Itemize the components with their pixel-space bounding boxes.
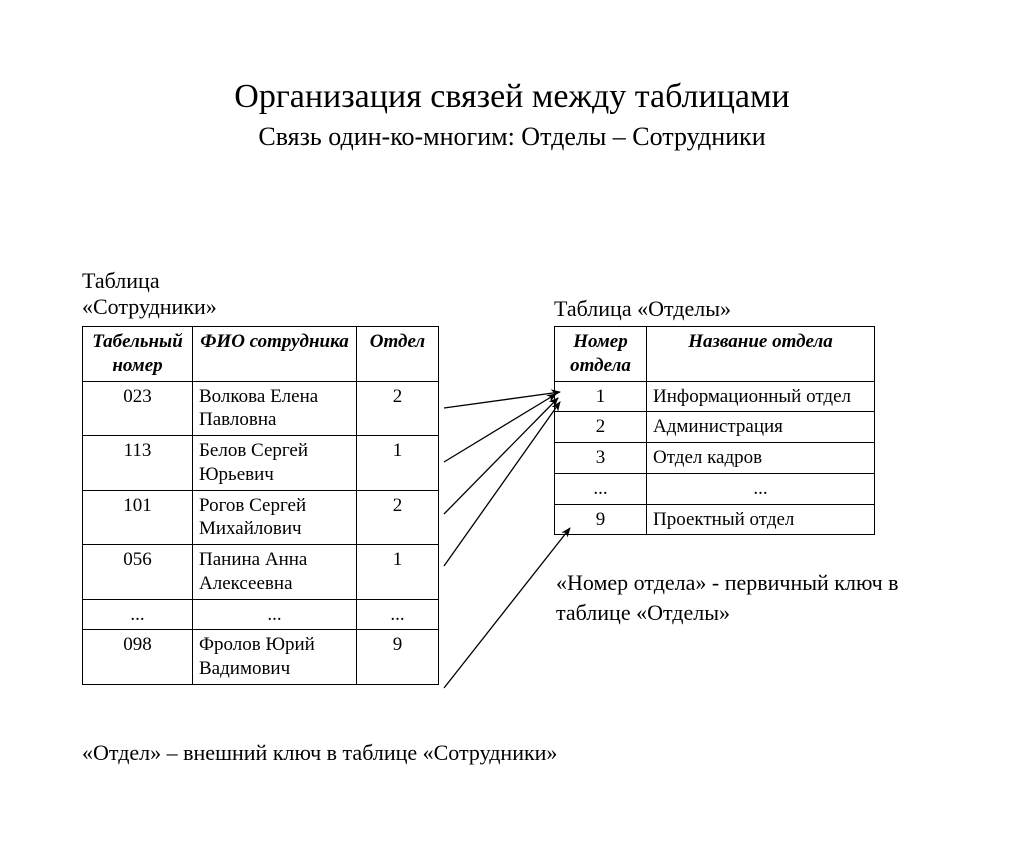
note-primary-key: «Номер отдела» - первичный ключ в таблиц… xyxy=(556,568,936,627)
col-header: Номер отдела xyxy=(555,327,647,382)
table-cell: Отдел кадров xyxy=(647,443,875,474)
table-cell: 9 xyxy=(555,504,647,535)
relationship-arrow xyxy=(444,398,558,514)
table-header-row: Табельный номер ФИО сотрудника Отдел xyxy=(83,327,439,382)
table-row: ...... xyxy=(555,473,875,504)
table-cell: 3 xyxy=(555,443,647,474)
table-row: ......... xyxy=(83,599,439,630)
table-cell: 1 xyxy=(357,545,439,600)
table-row: 113Белов Сергей Юрьевич1 xyxy=(83,436,439,491)
relationship-arrow xyxy=(444,392,560,408)
table-cell: 9 xyxy=(357,630,439,685)
table-row: 101Рогов Сергей Михайлович2 xyxy=(83,490,439,545)
col-header: Отдел xyxy=(357,327,439,382)
table-cell: Проектный отдел xyxy=(647,504,875,535)
departments-tbody: 1Информационный отдел2Администрация3Отде… xyxy=(555,381,875,535)
table-row: 3Отдел кадров xyxy=(555,443,875,474)
arrow-lines xyxy=(444,392,570,688)
table-row: 056Панина Анна Алексеевна1 xyxy=(83,545,439,600)
table-cell: ... xyxy=(647,473,875,504)
table-row: 098Фролов Юрий Вадимович9 xyxy=(83,630,439,685)
table-row: 9Проектный отдел xyxy=(555,504,875,535)
table-cell: Информационный отдел xyxy=(647,381,875,412)
employees-tbody: 023Волкова Елена Павловна2113Белов Серге… xyxy=(83,381,439,684)
table-cell: Панина Анна Алексеевна xyxy=(193,545,357,600)
relationship-arrow xyxy=(444,394,556,462)
employees-table: Табельный номер ФИО сотрудника Отдел 023… xyxy=(82,326,439,685)
col-header: Табельный номер xyxy=(83,327,193,382)
table-cell: Фролов Юрий Вадимович xyxy=(193,630,357,685)
table-cell: 101 xyxy=(83,490,193,545)
table-cell: 1 xyxy=(555,381,647,412)
table-row: 2Администрация xyxy=(555,412,875,443)
table-cell: 098 xyxy=(83,630,193,685)
col-header: ФИО сотрудника xyxy=(193,327,357,382)
employees-table-label: Таблица «Сотрудники» xyxy=(82,268,282,320)
table-cell: ... xyxy=(83,599,193,630)
page-subtitle: Связь один-ко-многим: Отделы – Сотрудник… xyxy=(0,122,1024,152)
page-title: Организация связей между таблицами xyxy=(0,78,1024,116)
table-cell: 023 xyxy=(83,381,193,436)
table-cell: ... xyxy=(357,599,439,630)
departments-table-label: Таблица «Отделы» xyxy=(554,296,731,322)
table-header-row: Номер отдела Название отдела xyxy=(555,327,875,382)
departments-table: Номер отдела Название отдела 1Информацио… xyxy=(554,326,875,535)
relationship-arrow xyxy=(444,402,560,566)
relationship-arrow xyxy=(444,528,570,688)
table-cell: 113 xyxy=(83,436,193,491)
table-cell: 2 xyxy=(357,490,439,545)
table-cell: Администрация xyxy=(647,412,875,443)
table-cell: ... xyxy=(555,473,647,504)
table-cell: Волкова Елена Павловна xyxy=(193,381,357,436)
table-cell: 2 xyxy=(357,381,439,436)
table-cell: Белов Сергей Юрьевич xyxy=(193,436,357,491)
table-row: 023Волкова Елена Павловна2 xyxy=(83,381,439,436)
table-cell: 2 xyxy=(555,412,647,443)
table-cell: ... xyxy=(193,599,357,630)
table-row: 1Информационный отдел xyxy=(555,381,875,412)
table-cell: 056 xyxy=(83,545,193,600)
col-header: Название отдела xyxy=(647,327,875,382)
note-foreign-key: «Отдел» – внешний ключ в таблице «Сотруд… xyxy=(82,738,682,768)
table-cell: 1 xyxy=(357,436,439,491)
table-cell: Рогов Сергей Михайлович xyxy=(193,490,357,545)
